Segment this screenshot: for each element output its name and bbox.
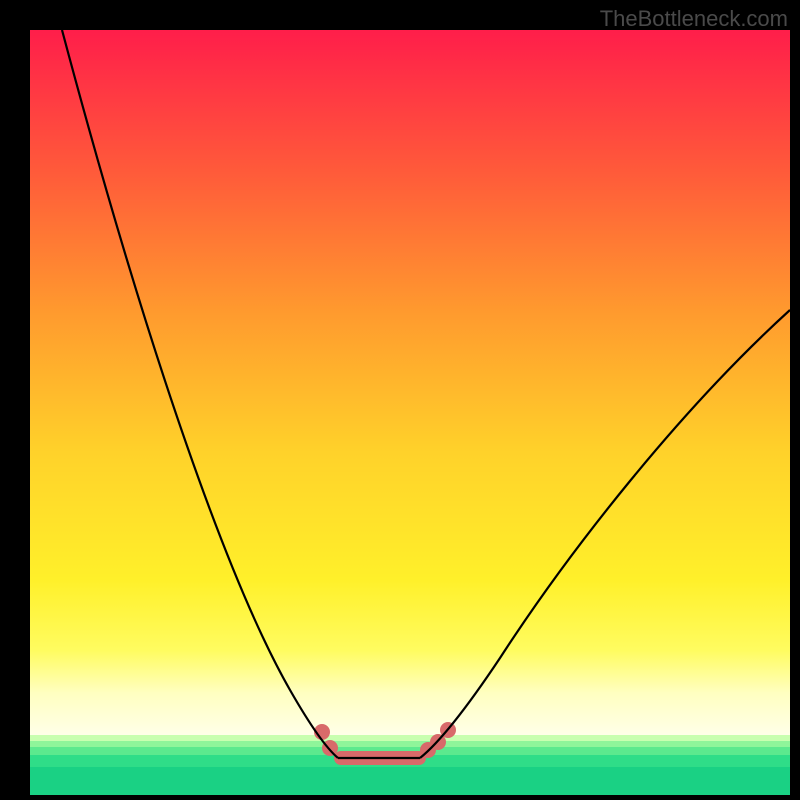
watermark-text: TheBottleneck.com (600, 6, 788, 32)
chart-svg-layer (30, 30, 790, 795)
curve-left-branch (62, 30, 338, 758)
chart-container (30, 30, 790, 795)
curve-right-branch (420, 310, 790, 758)
